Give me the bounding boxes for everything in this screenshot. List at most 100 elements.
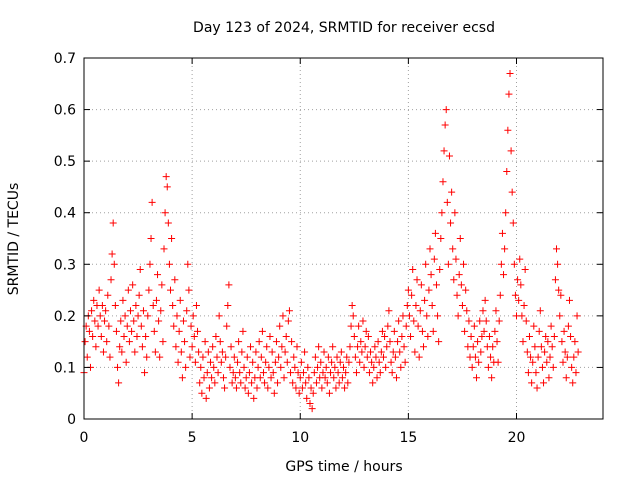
data-point xyxy=(270,389,278,397)
data-point xyxy=(438,209,446,217)
x-axis-label: GPS time / hours xyxy=(285,459,402,475)
x-tick-label: 20 xyxy=(508,430,526,446)
data-point xyxy=(482,317,490,325)
data-point xyxy=(267,374,275,382)
data-point xyxy=(122,358,130,366)
data-point xyxy=(363,353,371,361)
data-point xyxy=(523,348,531,356)
data-point xyxy=(401,358,409,366)
data-point xyxy=(174,358,182,366)
data-point xyxy=(371,343,379,351)
data-point xyxy=(337,348,345,356)
data-point xyxy=(234,358,242,366)
data-point xyxy=(375,358,383,366)
data-point xyxy=(242,374,250,382)
data-point xyxy=(573,312,581,320)
data-point xyxy=(191,358,199,366)
data-point xyxy=(112,327,120,335)
data-point xyxy=(167,286,174,294)
data-point xyxy=(236,369,244,377)
data-point xyxy=(315,343,323,351)
data-point xyxy=(529,358,537,366)
data-point xyxy=(367,348,375,356)
data-point xyxy=(471,353,479,361)
data-point xyxy=(161,209,169,217)
data-point xyxy=(320,348,328,356)
data-point xyxy=(181,338,189,346)
data-point xyxy=(546,353,554,361)
data-point xyxy=(413,276,421,284)
data-point xyxy=(460,260,468,268)
data-point xyxy=(399,312,407,320)
data-point xyxy=(422,260,430,268)
data-point xyxy=(238,348,246,356)
data-point xyxy=(280,374,288,382)
data-point xyxy=(189,312,197,320)
data-point xyxy=(277,363,285,371)
data-point xyxy=(450,276,458,284)
data-point xyxy=(376,369,384,377)
data-point xyxy=(130,317,138,325)
data-point xyxy=(404,286,412,294)
data-point xyxy=(187,322,195,330)
data-point xyxy=(85,327,93,335)
data-point xyxy=(103,338,111,346)
data-point xyxy=(560,327,568,335)
data-point xyxy=(426,245,434,253)
data-point xyxy=(250,394,258,402)
data-point xyxy=(451,209,459,217)
data-point xyxy=(330,374,338,382)
data-point xyxy=(249,358,257,366)
data-point xyxy=(317,358,325,366)
data-point xyxy=(524,369,532,377)
data-point xyxy=(272,338,280,346)
data-point xyxy=(227,343,235,351)
data-point xyxy=(351,353,359,361)
data-point xyxy=(198,389,206,397)
data-point xyxy=(219,374,227,382)
data-point xyxy=(445,152,453,160)
data-point xyxy=(475,358,483,366)
data-point xyxy=(396,348,404,356)
data-point xyxy=(274,379,282,387)
data-point xyxy=(424,332,432,340)
data-point xyxy=(296,374,304,382)
data-point xyxy=(106,353,114,361)
data-point xyxy=(229,369,237,377)
data-point xyxy=(410,317,418,325)
data-point xyxy=(561,348,569,356)
data-point xyxy=(551,276,559,284)
data-point xyxy=(141,369,149,377)
data-point xyxy=(468,363,476,371)
data-point xyxy=(495,317,503,325)
data-point xyxy=(409,265,417,273)
data-point xyxy=(506,69,514,77)
data-point xyxy=(231,374,239,382)
data-point xyxy=(307,384,315,392)
data-point xyxy=(129,281,137,289)
data-point xyxy=(155,317,163,325)
data-point xyxy=(369,379,377,387)
data-point xyxy=(505,90,513,98)
data-point xyxy=(392,374,400,382)
data-point xyxy=(389,348,397,356)
data-point xyxy=(160,245,168,253)
data-point xyxy=(516,255,524,263)
data-point xyxy=(574,348,582,356)
data-point xyxy=(563,353,571,361)
data-point xyxy=(397,363,405,371)
data-point xyxy=(362,327,370,335)
data-point xyxy=(146,260,154,268)
data-point xyxy=(138,343,146,351)
data-point xyxy=(192,302,200,310)
data-point xyxy=(308,405,316,413)
data-point xyxy=(455,271,463,279)
data-point xyxy=(170,322,178,330)
data-point xyxy=(373,374,381,382)
data-point xyxy=(557,291,565,299)
data-point xyxy=(358,348,366,356)
data-point xyxy=(175,327,183,335)
data-point xyxy=(395,317,403,325)
data-point xyxy=(291,363,299,371)
data-point xyxy=(534,353,542,361)
